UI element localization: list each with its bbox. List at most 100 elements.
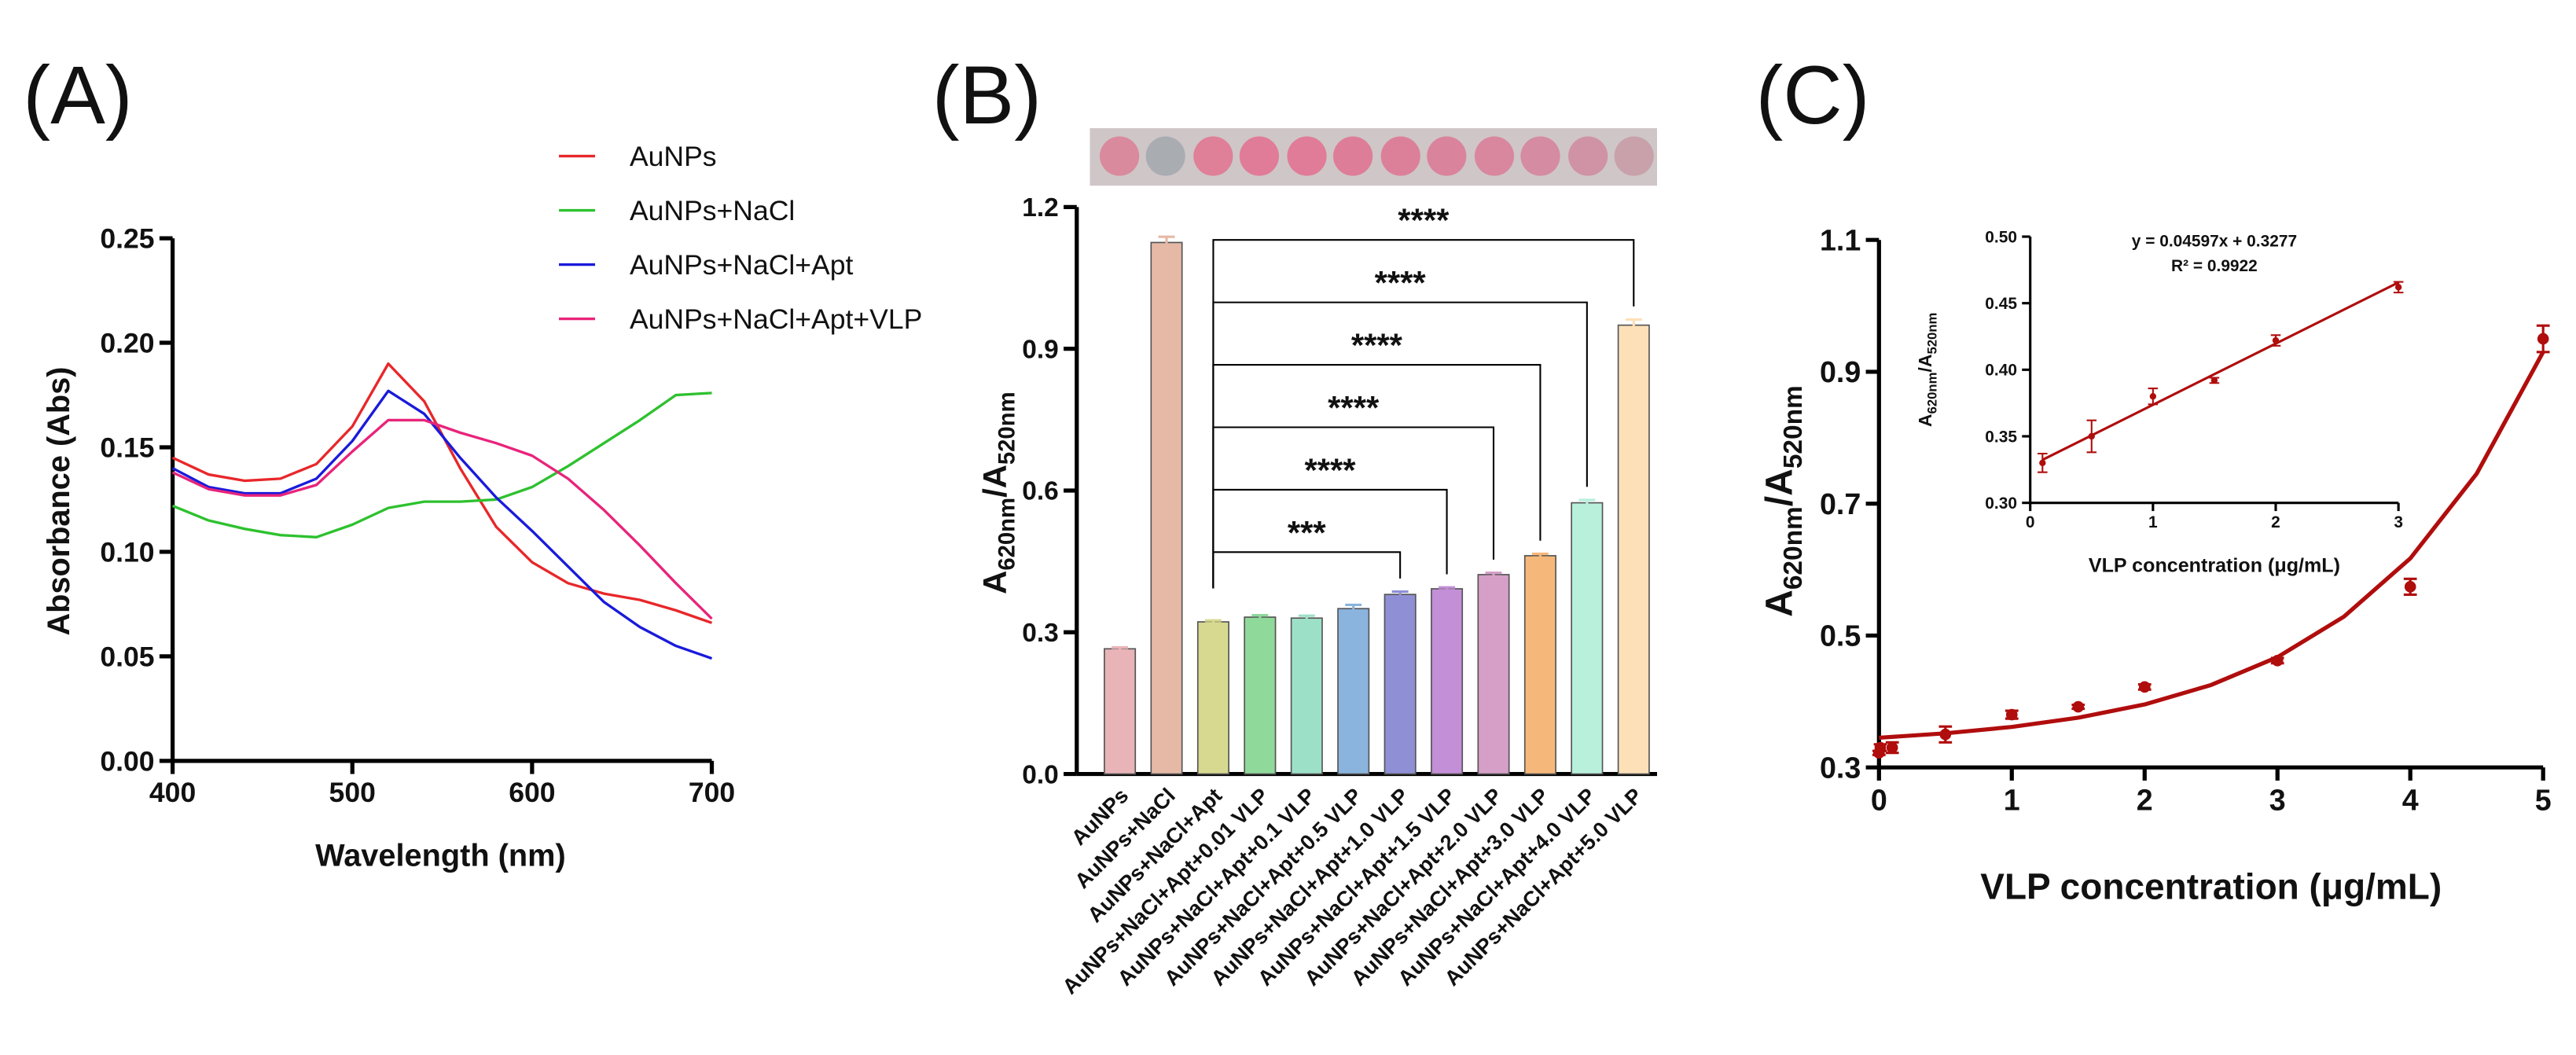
y-tick-label: 1.2 xyxy=(1022,193,1058,222)
y-axis-title-part: 520nm xyxy=(1779,385,1808,469)
y-tick-label: 0.35 xyxy=(1985,428,2017,446)
data-point xyxy=(2537,333,2549,345)
error-bar xyxy=(1298,614,1315,622)
inset-x-axis-title: VLP concentration (μg/mL) xyxy=(2089,554,2340,576)
well xyxy=(1614,136,1654,176)
error-bar xyxy=(1345,603,1362,614)
bar xyxy=(1337,608,1370,775)
y-axis-title-part: /A xyxy=(1915,355,1935,373)
legend-label: AuNPs+NaCl+Apt xyxy=(630,249,854,281)
panel-label: (C) xyxy=(1755,50,1869,142)
y-tick-label: 0.9 xyxy=(1820,355,1861,388)
y-axis-title-part: /A xyxy=(976,465,1013,498)
y-tick-label: 0.05 xyxy=(100,641,154,672)
error-bar xyxy=(1112,645,1129,652)
y-tick-label: 0.45 xyxy=(1985,295,2017,313)
bar xyxy=(1431,588,1464,775)
x-tick-label: 2 xyxy=(2137,784,2153,817)
significance-label: **** xyxy=(1328,389,1380,426)
y-tick-label: 0.3 xyxy=(1022,619,1058,648)
y-tick-label: 0.00 xyxy=(100,745,154,777)
data-point xyxy=(2404,581,2416,593)
well xyxy=(1145,136,1185,176)
bar xyxy=(1150,241,1183,775)
y-tick-label: 0.10 xyxy=(100,536,154,568)
x-tick-label: 4 xyxy=(2402,784,2419,817)
significance-label: **** xyxy=(1351,327,1403,364)
data-point xyxy=(2394,284,2402,291)
error-bar xyxy=(1158,235,1175,250)
y-axis-title-part: A xyxy=(1758,590,1800,617)
significance-label: **** xyxy=(1375,264,1427,301)
well xyxy=(1239,136,1279,176)
y-axis-title: A620nm/A520nm xyxy=(976,391,1020,594)
significance-bracket xyxy=(1212,551,1402,589)
fit-curve xyxy=(1879,351,2545,741)
x-tick-label: 3 xyxy=(2394,513,2403,531)
data-point xyxy=(2149,393,2157,400)
data-point xyxy=(2272,336,2280,344)
x-tick-label: 2 xyxy=(2271,513,2280,531)
y-tick-label: 0.50 xyxy=(1985,228,2017,246)
y-axis-title-part: /A xyxy=(1758,469,1800,506)
spectrum-line xyxy=(171,391,712,539)
data-point xyxy=(2138,681,2151,693)
y-axis-title-part: A xyxy=(976,571,1013,594)
significance-bracket xyxy=(1212,239,1635,589)
data-point xyxy=(1886,741,1898,754)
y-axis-title: Absorbance (Abs) xyxy=(42,367,76,636)
x-tick-label: 0 xyxy=(2026,513,2035,531)
y-tick-label: 0.9 xyxy=(1022,335,1058,364)
legend-label: AuNPs xyxy=(630,141,717,172)
spectrum-line xyxy=(171,418,713,620)
fit-line xyxy=(2041,281,2399,461)
significance-label: *** xyxy=(1288,514,1327,551)
bar xyxy=(1477,574,1510,775)
x-tick-label: 700 xyxy=(689,777,735,808)
well xyxy=(1520,136,1560,176)
fit-equation: y = 0.04597x + 0.3277 xyxy=(2132,233,2297,251)
y-axis-title-part: 620nm xyxy=(1779,506,1808,590)
bar xyxy=(1104,648,1137,775)
well xyxy=(1333,136,1373,176)
well xyxy=(1380,136,1420,176)
error-bar xyxy=(1578,498,1596,507)
y-tick-label: 0.6 xyxy=(1022,477,1058,506)
x-tick-label: 600 xyxy=(509,777,555,808)
data-point xyxy=(2005,708,2018,721)
bar xyxy=(1244,616,1277,775)
y-tick-label: 0.15 xyxy=(100,432,154,463)
significance-label: **** xyxy=(1398,202,1450,239)
x-tick-label: 5 xyxy=(2535,784,2552,817)
well xyxy=(1193,136,1233,176)
y-tick-label: 0.30 xyxy=(1985,494,2017,513)
error-bar xyxy=(1251,614,1269,620)
x-tick-label: 500 xyxy=(329,777,376,808)
y-axis-title-part: 520nm xyxy=(994,391,1020,465)
y-axis-title-part: A xyxy=(1915,414,1935,427)
x-tick-label: 1 xyxy=(2148,513,2158,531)
y-tick-label: 0.0 xyxy=(1022,760,1058,789)
x-tick-label: 0 xyxy=(1871,784,1887,817)
significance-bracket xyxy=(1212,488,1448,589)
bar xyxy=(1196,621,1229,775)
x-axis-title: Wavelength (nm) xyxy=(315,839,566,873)
inset-y-axis-title: A620nm/A520nm xyxy=(1915,313,1939,428)
x-tick-label: 1 xyxy=(2004,784,2020,817)
y-tick-label: 0.25 xyxy=(100,223,154,255)
y-axis-title-part: 620nm xyxy=(994,498,1020,571)
panel-label: (A) xyxy=(23,50,132,142)
well xyxy=(1287,136,1327,176)
x-axis-title: VLP concentration (μg/mL) xyxy=(1980,866,2442,906)
y-axis-title: A620nm/A520nm xyxy=(1758,385,1808,617)
well-photo xyxy=(1090,128,1657,186)
y-axis-title-part: 620nm xyxy=(1924,373,1939,414)
bar xyxy=(1290,617,1323,775)
error-bar xyxy=(1531,552,1549,559)
data-point xyxy=(2072,700,2085,713)
y-tick-label: 0.7 xyxy=(1820,487,1861,520)
data-point xyxy=(1939,728,1952,741)
error-bar xyxy=(1485,571,1502,578)
well xyxy=(1100,136,1140,176)
